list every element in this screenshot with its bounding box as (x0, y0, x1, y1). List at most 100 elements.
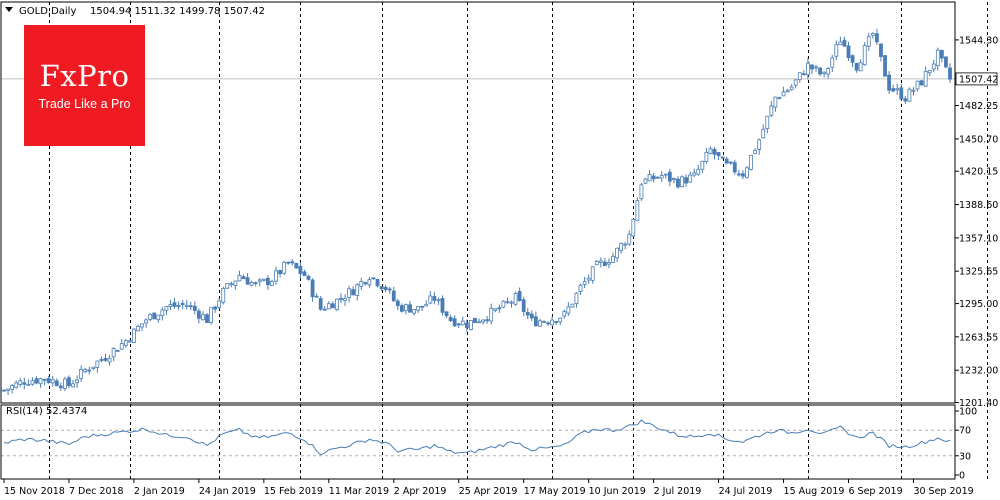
candle-body (38, 378, 43, 385)
candle-body (278, 270, 282, 275)
candle-body (148, 314, 153, 320)
y-tick-label: 1544.30 (959, 35, 998, 46)
candle-body (944, 56, 948, 68)
candle-body (525, 312, 530, 316)
candle-body (558, 317, 563, 323)
candle-body (866, 36, 871, 47)
rsi-line (3, 419, 951, 456)
candle-body (688, 174, 693, 183)
candle-body (749, 154, 753, 170)
candle-body (753, 150, 758, 154)
candle-body (10, 385, 15, 390)
candle-body (432, 296, 437, 301)
candle-body (172, 302, 177, 307)
candle-body (351, 289, 356, 296)
candle-body (188, 305, 193, 308)
candle-body (655, 176, 660, 179)
candle-body (647, 174, 652, 182)
candle-body (213, 306, 218, 310)
candle-body (79, 368, 84, 379)
rsi-panel (1, 419, 955, 457)
candle-body (736, 173, 741, 176)
candle-body (379, 286, 384, 290)
candle-body (176, 305, 181, 307)
candle-body (891, 88, 896, 92)
candle-body (696, 168, 701, 175)
candle-body (672, 178, 676, 180)
candle-body (270, 281, 274, 286)
candle-body (306, 275, 311, 280)
candle-body (63, 378, 67, 389)
collapse-triangle-icon[interactable] (5, 7, 13, 12)
candle-body (192, 305, 197, 311)
candle-body (619, 243, 624, 251)
candle-body (550, 319, 555, 326)
candle-body (115, 349, 120, 352)
candle-body (95, 360, 100, 368)
candle-body (574, 292, 579, 304)
x-tick-label: 15 Feb 2019 (264, 486, 323, 497)
candle-body (58, 385, 63, 389)
candle-body (659, 175, 664, 179)
candle-body (399, 305, 404, 312)
y-tick-label: 1450.70 (959, 134, 998, 145)
candle-body (517, 291, 522, 302)
x-tick-label: 25 Apr 2019 (459, 486, 518, 497)
candle-body (911, 89, 916, 92)
candle-body (712, 148, 717, 155)
candle-body (582, 281, 587, 285)
candle-body (18, 380, 23, 385)
candle-body (939, 49, 944, 59)
candle-body (509, 301, 514, 304)
candle-body (542, 321, 546, 323)
candle-body (127, 340, 132, 343)
y-tick-label: 1388.60 (959, 200, 998, 211)
current-price-tag (955, 72, 998, 86)
candle-body (562, 311, 567, 317)
y-tick-label: 1357.10 (959, 233, 998, 244)
x-tick-label: 17 May 2019 (524, 486, 586, 497)
candle-body (935, 49, 940, 67)
candle-body (156, 314, 161, 321)
candle-body (347, 288, 352, 298)
candle-body (330, 303, 335, 309)
candle-body (805, 62, 810, 76)
x-tick-label: 6 Sep 2019 (848, 486, 902, 497)
candle-body (846, 45, 851, 59)
candle-body (286, 261, 291, 264)
candle-body (119, 342, 124, 350)
candle-body (412, 309, 416, 314)
candle-body (464, 322, 469, 328)
candle-body (485, 319, 490, 322)
candle-body (789, 86, 794, 91)
candle-body (391, 290, 396, 302)
candle-body (144, 319, 149, 324)
y-tick-label: 1420.15 (959, 167, 998, 178)
candle-body (282, 262, 287, 274)
candle-body (741, 173, 745, 177)
candle-body (590, 266, 595, 281)
candle-body (850, 55, 855, 63)
candle-body (420, 305, 425, 308)
candle-body (302, 271, 307, 276)
candle-body (635, 200, 640, 221)
candle-body (611, 255, 615, 263)
candle-body (830, 57, 835, 68)
candle-body (785, 89, 790, 93)
candle-body (233, 280, 238, 287)
candle-body (765, 115, 770, 129)
candle-body (237, 275, 242, 282)
ohlc-readout: 1504.94 1511.32 1499.78 1507.42 (90, 6, 265, 17)
x-tick-label: 24 Jan 2019 (199, 486, 256, 497)
candle-body (927, 70, 932, 74)
candle-body (164, 306, 169, 311)
x-tick-label: 2 Jan 2019 (134, 486, 185, 497)
candle-body (395, 300, 400, 306)
candle-body (14, 382, 19, 388)
candle-body (838, 41, 843, 46)
candle-body (42, 378, 47, 381)
candle-body (477, 321, 481, 324)
candle-body (136, 326, 140, 332)
candle-body (586, 277, 591, 281)
